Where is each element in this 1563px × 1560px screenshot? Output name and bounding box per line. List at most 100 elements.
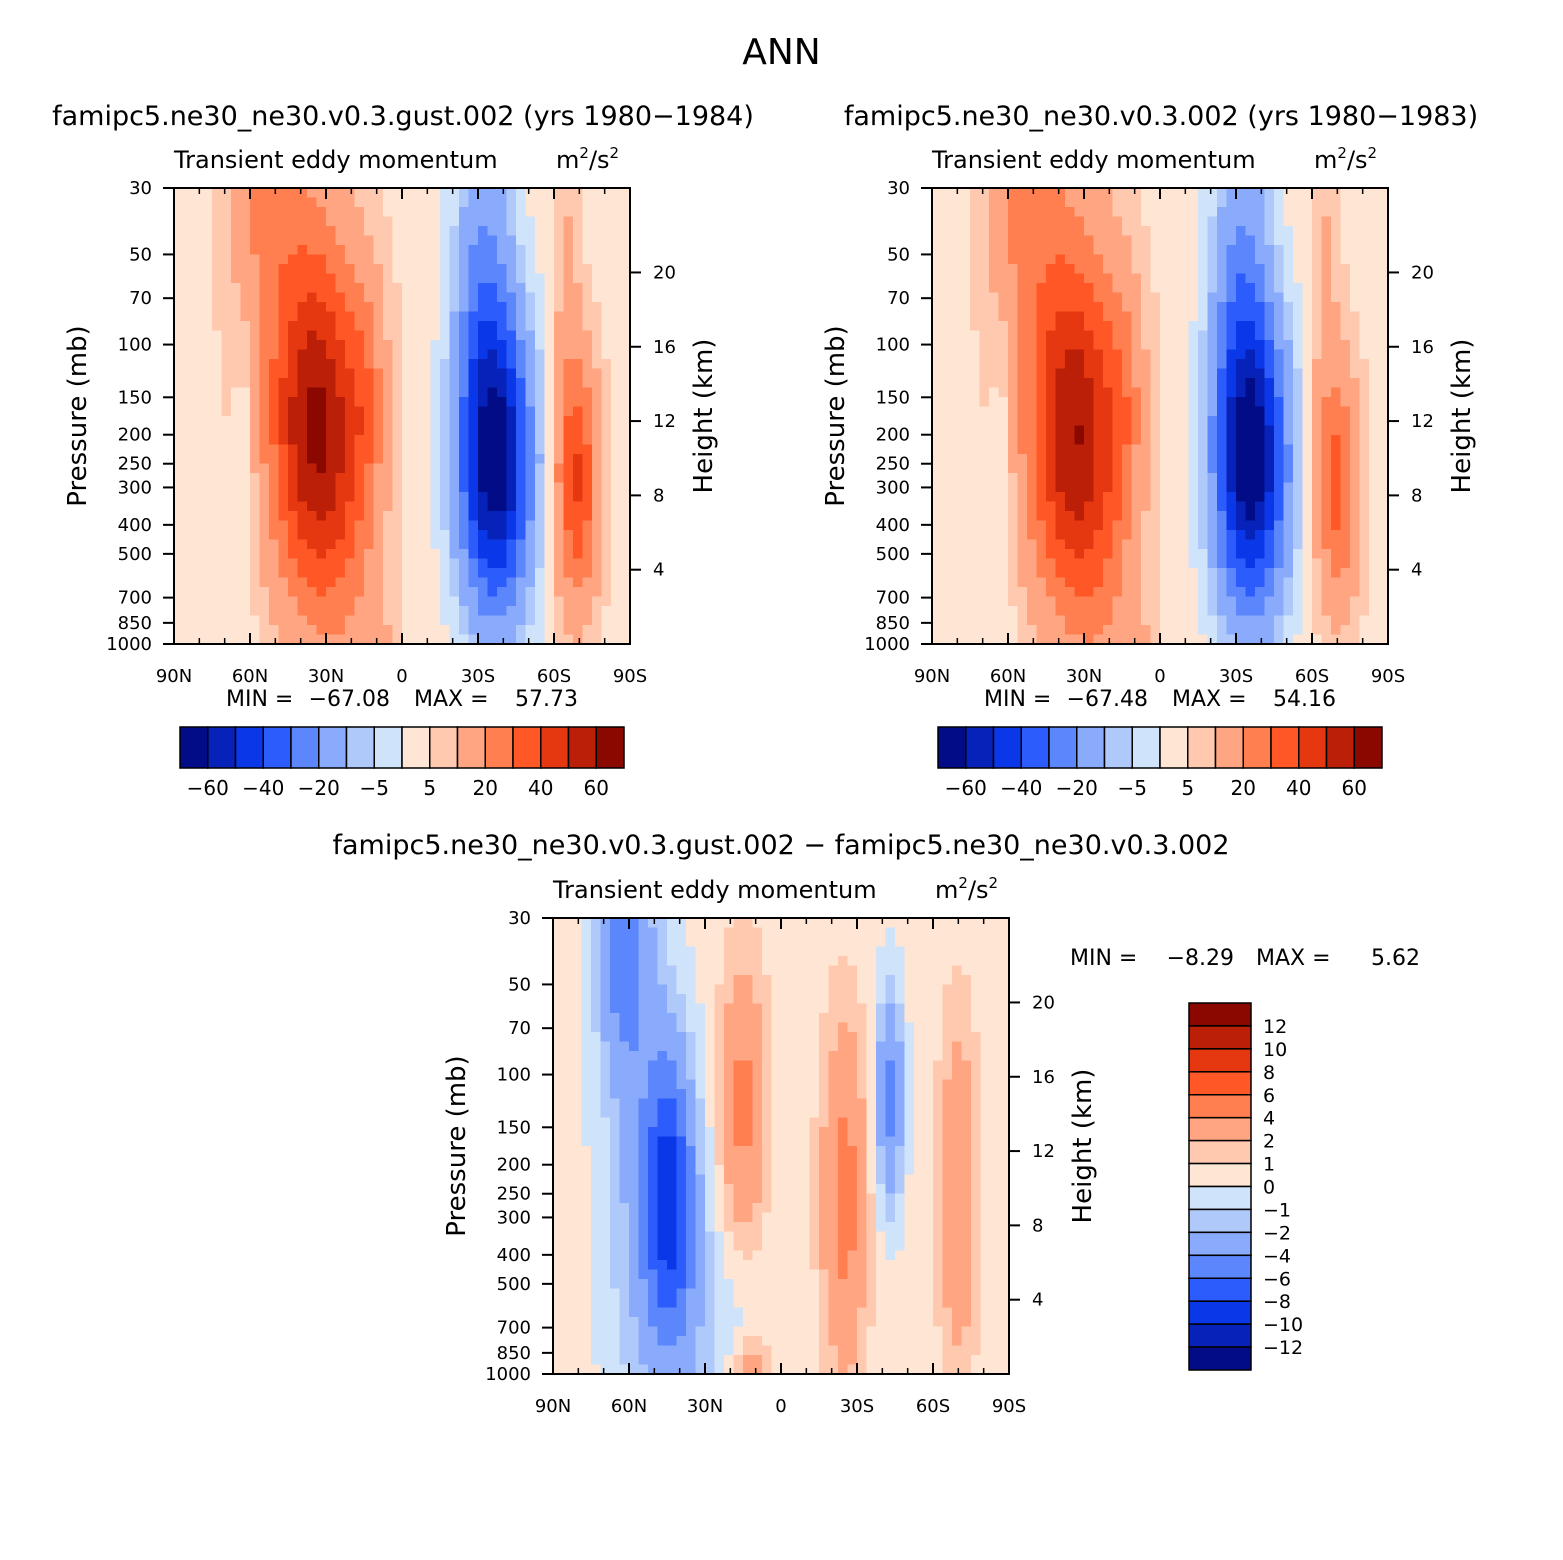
- heatmap-cell: [516, 302, 527, 313]
- heatmap-cell: [430, 340, 441, 351]
- heatmap-cell: [553, 1184, 564, 1195]
- heatmap-cell: [392, 473, 403, 484]
- heatmap-cell: [297, 444, 308, 455]
- x-tick-label: 30S: [1219, 666, 1253, 687]
- heatmap-cell: [1188, 501, 1199, 512]
- heatmap-cell: [941, 482, 952, 493]
- heatmap-cell: [421, 397, 432, 408]
- heatmap-cell: [1283, 302, 1294, 313]
- heatmap-cell: [1321, 406, 1332, 417]
- heatmap-cell: [1217, 273, 1228, 284]
- heatmap-cell: [411, 454, 422, 465]
- heatmap-cell: [335, 454, 346, 465]
- heatmap-cell: [364, 311, 375, 322]
- heatmap-cell: [402, 634, 413, 645]
- heatmap-cell: [601, 207, 612, 218]
- heatmap-cell: [1293, 539, 1304, 550]
- heatmap-cell: [1207, 435, 1218, 446]
- heatmap-cell: [516, 254, 527, 265]
- heatmap-cell: [1103, 482, 1114, 493]
- heatmap-cell: [592, 454, 603, 465]
- heatmap-cell: [1122, 245, 1133, 256]
- heatmap-cell: [478, 245, 489, 256]
- heatmap-cell: [373, 577, 384, 588]
- heatmap-cell: [1293, 577, 1304, 588]
- heatmap-cell: [1340, 473, 1351, 484]
- heatmap-cell: [1378, 577, 1389, 588]
- heatmap-cell: [1378, 587, 1389, 598]
- heatmap-cell: [354, 596, 365, 607]
- heatmap-cell: [506, 207, 517, 218]
- heatmap-cell: [1321, 482, 1332, 493]
- heatmap-cell: [1179, 283, 1190, 294]
- heatmap-cell: [1207, 482, 1218, 493]
- heatmap-cell: [364, 615, 375, 626]
- heatmap-cell: [1046, 425, 1057, 436]
- heatmap-cell: [1074, 568, 1085, 579]
- heatmap-cell: [1179, 625, 1190, 636]
- heatmap-cell: [1340, 292, 1351, 303]
- heatmap-cell: [1141, 397, 1152, 408]
- colorbar-label: 40: [528, 776, 553, 800]
- heatmap-cell: [535, 226, 546, 237]
- heatmap-cell: [497, 368, 508, 379]
- heatmap-cell: [278, 254, 289, 265]
- heatmap-cell: [221, 463, 232, 474]
- heatmap-cell: [611, 473, 622, 484]
- heatmap-cell: [1245, 587, 1256, 598]
- heatmap-cell: [1217, 216, 1228, 227]
- heatmap-cell: [1017, 292, 1028, 303]
- heatmap-cell: [373, 311, 384, 322]
- heatmap-cell: [998, 587, 1009, 598]
- heatmap-cell: [1312, 264, 1323, 275]
- heatmap-cell: [430, 368, 441, 379]
- heatmap-cell: [592, 625, 603, 636]
- heatmap-cell: [1245, 444, 1256, 455]
- heatmap-cell: [221, 188, 232, 199]
- heatmap-cell: [516, 482, 527, 493]
- heatmap-cell: [1217, 264, 1228, 275]
- heatmap-cell: [553, 1345, 564, 1356]
- heatmap-cell: [316, 473, 327, 484]
- heatmap-cell: [1217, 406, 1228, 417]
- heatmap-cell: [562, 1345, 573, 1356]
- heatmap-cell: [1074, 283, 1085, 294]
- heatmap-cell: [174, 226, 185, 237]
- heatmap-cell: [1150, 378, 1161, 389]
- heatmap-cell: [212, 302, 223, 313]
- heatmap-cell: [411, 463, 422, 474]
- heatmap-cell: [335, 226, 346, 237]
- heatmap-cell: [1217, 283, 1228, 294]
- heatmap-cell: [449, 378, 460, 389]
- heatmap-cell: [240, 302, 251, 313]
- heatmap-cell: [316, 634, 327, 645]
- heatmap-cell: [998, 207, 1009, 218]
- heatmap-cell: [335, 416, 346, 427]
- heatmap-cell: [1046, 482, 1057, 493]
- heatmap-cell: [554, 539, 565, 550]
- heatmap-cell: [449, 235, 460, 246]
- heatmap-cell: [1340, 330, 1351, 341]
- heatmap-cell: [1046, 406, 1057, 417]
- heatmap-cell: [1065, 501, 1076, 512]
- heatmap-cell: [601, 340, 612, 351]
- heatmap-cell: [1084, 397, 1095, 408]
- heatmap-cell: [1008, 245, 1019, 256]
- heatmap-cell: [611, 207, 622, 218]
- heatmap-cell: [240, 568, 251, 579]
- heatmap-cell: [1283, 368, 1294, 379]
- heatmap-cell: [174, 387, 185, 398]
- heatmap-cell: [544, 283, 555, 294]
- heatmap-cell: [582, 558, 593, 569]
- colorbar-box: [1353, 726, 1383, 769]
- units-superscript: 2: [989, 874, 999, 892]
- heatmap-cell: [1312, 539, 1323, 550]
- heatmap-cell: [525, 435, 536, 446]
- heatmap-cell: [601, 463, 612, 474]
- heatmap-cell: [544, 558, 555, 569]
- heatmap-cell: [1283, 292, 1294, 303]
- heatmap-cell: [960, 473, 971, 484]
- heatmap-cell: [535, 577, 546, 588]
- heatmap-cell: [1103, 530, 1114, 541]
- heatmap-cell: [1245, 615, 1256, 626]
